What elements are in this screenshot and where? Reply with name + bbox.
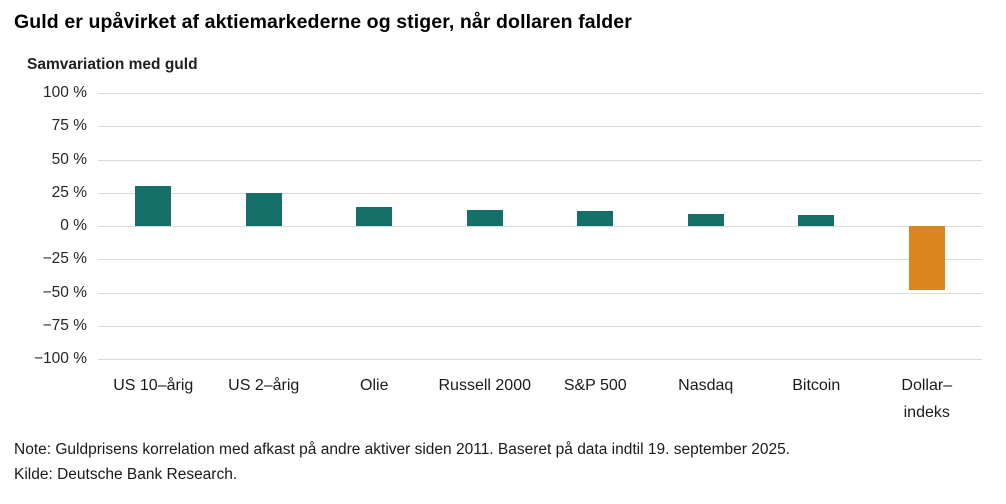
- x-category-label: Nasdaq: [678, 377, 734, 394]
- y-tick-label: −75 %: [42, 316, 87, 334]
- y-tick-label: 50 %: [51, 150, 87, 168]
- y-tick-label: 0 %: [60, 217, 87, 234]
- bar: [687, 214, 724, 226]
- bar: [577, 211, 614, 226]
- bar: [135, 186, 172, 226]
- source-text: Kilde: Deutsche Bank Research.: [14, 466, 238, 483]
- gridline: [98, 226, 982, 227]
- x-category-label: Bitcoin: [792, 377, 841, 394]
- y-tick-label: −50 %: [42, 283, 87, 301]
- note-text: Note: Guldprisens korrelation med afkast…: [14, 441, 791, 458]
- gridline: [98, 259, 982, 261]
- x-category-label: US 2–årig: [228, 377, 300, 394]
- bar: [798, 215, 835, 226]
- x-category-label: US 10–årig: [113, 377, 194, 394]
- gridline: [98, 325, 982, 327]
- plot-area: 100 % 75 % 50 % 25 % 0 % −25 % −50 % −75 % −100 …: [34, 84, 982, 421]
- bar: [356, 207, 393, 226]
- chart-title: Guld er upåvirket af aktiemarkederne og …: [14, 11, 632, 33]
- x-category-label: S&P 500: [563, 377, 627, 394]
- gridline: [98, 126, 982, 128]
- x-category-label: Dollar– indeks: [901, 377, 953, 421]
- bar: [466, 210, 503, 226]
- y-tick-label: 100 %: [43, 84, 87, 101]
- gridline: [98, 292, 982, 294]
- gridline: [98, 192, 982, 194]
- gridline: [98, 159, 982, 161]
- y-tick-label: 75 %: [51, 117, 87, 135]
- y-tick-label: 25 %: [51, 183, 87, 201]
- gridline: [98, 359, 982, 360]
- y-tick-label: −100 %: [33, 350, 87, 367]
- x-category-label: Russell 2000: [438, 377, 532, 394]
- bar: [908, 226, 945, 290]
- y-axis-title: Samvariation med guld: [27, 56, 198, 73]
- gridline: [98, 93, 982, 94]
- bar: [245, 192, 282, 227]
- y-tick-label: −25 %: [42, 250, 87, 268]
- x-category-label: Olie: [360, 377, 389, 394]
